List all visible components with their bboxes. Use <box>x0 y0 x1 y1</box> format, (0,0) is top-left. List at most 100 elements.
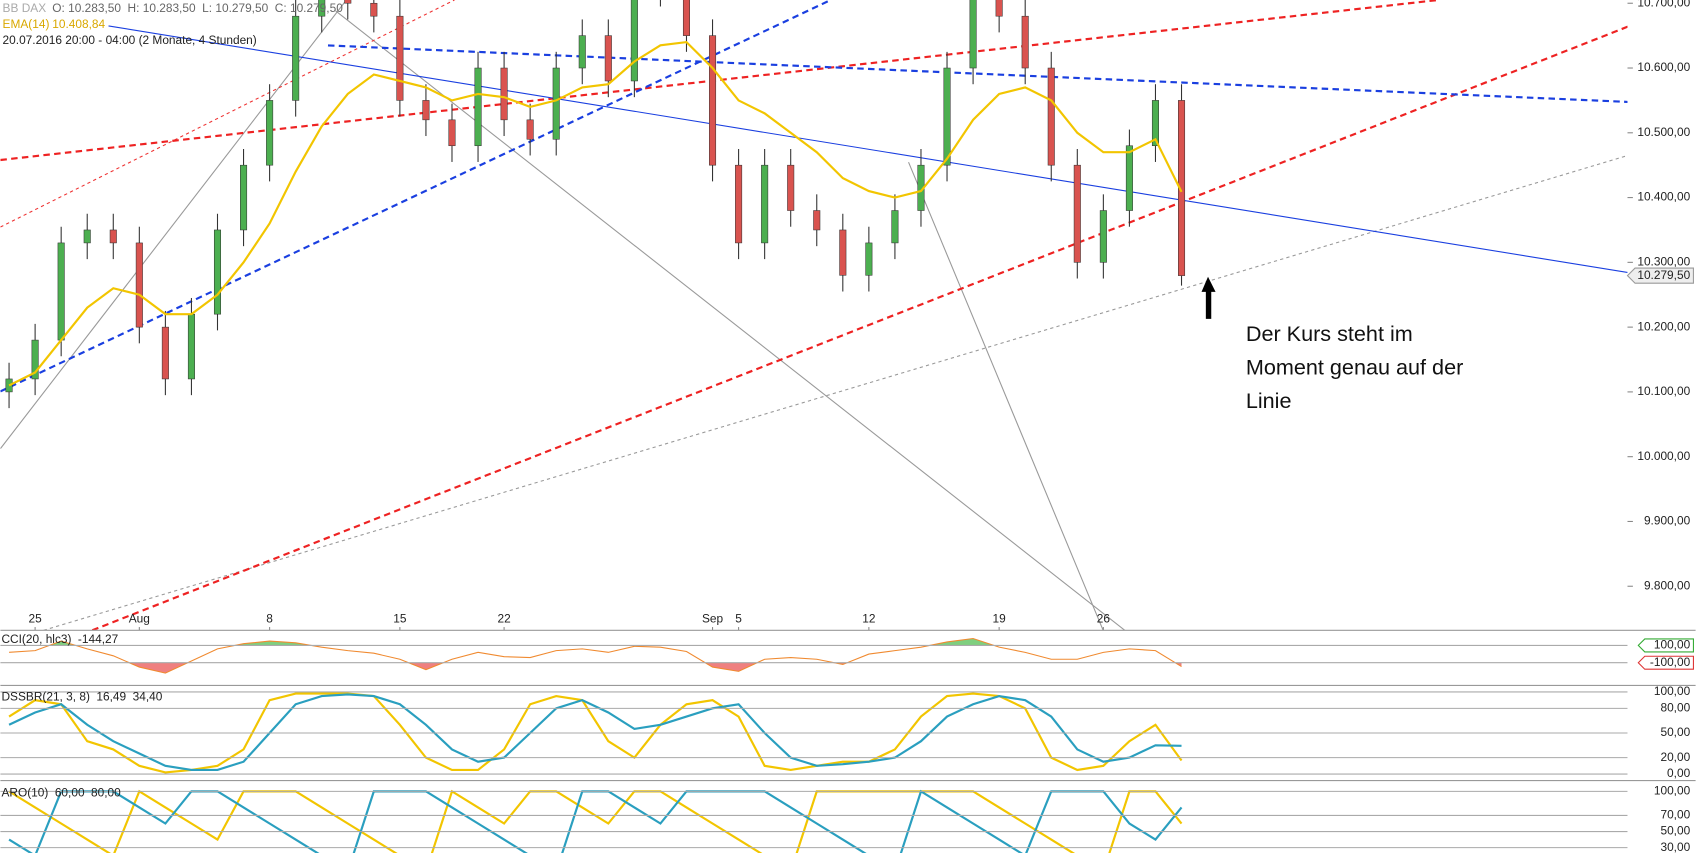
y-tick-label: 50,00 <box>1660 725 1690 739</box>
x-tick-label: 12 <box>862 612 875 626</box>
candle-body <box>1047 67 1055 166</box>
indicator-title: ARO(10) <box>1 786 48 800</box>
candle-body <box>213 229 222 315</box>
x-tick-label: 19 <box>993 612 1007 626</box>
annotation: Der Kurs steht im <box>1246 321 1413 346</box>
x-tick-label: 22 <box>497 612 510 626</box>
candle-body <box>709 35 717 166</box>
price-box <box>1626 267 1694 284</box>
indicator-value: 34,40 <box>133 689 163 703</box>
candle-body <box>318 0 326 17</box>
y-tick-label: 9.900,00 <box>1644 514 1691 528</box>
header-symbol: BB DAX <box>3 1 47 15</box>
trend-line <box>91 25 1628 631</box>
panel <box>8 692 1183 774</box>
candle-body <box>1099 210 1107 263</box>
annotation: Moment genau auf der <box>1246 354 1463 379</box>
y-tick-label: 9.800,00 <box>1644 578 1691 592</box>
y-tick-label: 10.700,00 <box>1637 0 1690 9</box>
header-range: 20.07.2016 20:00 - 04:00 (2 Monate, 4 St… <box>3 33 257 47</box>
y-tick-label: 50,00 <box>1660 824 1690 838</box>
candle-body <box>448 119 456 147</box>
indicator-line <box>8 789 1183 853</box>
y-tick-label: 10.400,00 <box>1637 190 1690 204</box>
candle-body <box>839 229 847 276</box>
y-tick-label: 100,00 <box>1654 638 1691 652</box>
candle-body <box>344 0 352 4</box>
x-tick-label: 26 <box>1097 612 1111 626</box>
y-tick-label: 0,00 <box>1667 766 1691 780</box>
candle-body <box>865 242 873 276</box>
y-tick-label: 10.200,00 <box>1637 319 1690 333</box>
indicator-value: 60,00 <box>55 786 85 800</box>
y-tick-label: 70,00 <box>1660 808 1690 822</box>
candle-body <box>370 2 378 17</box>
candle-body <box>292 15 300 101</box>
candle-body <box>240 164 248 231</box>
candle-body <box>83 229 91 244</box>
y-tick-label: 100,00 <box>1654 684 1691 698</box>
trend-line <box>0 0 832 393</box>
candle-body <box>474 67 482 147</box>
panel <box>9 637 1182 674</box>
candle-body <box>1178 100 1186 276</box>
tick-box <box>1637 655 1694 670</box>
indicator-line <box>8 692 1183 774</box>
y-tick-label: 10.000,00 <box>1637 449 1690 463</box>
trend-line <box>0 0 347 449</box>
trend-line <box>335 10 1126 631</box>
panel <box>8 789 1183 853</box>
candle-body <box>630 0 638 82</box>
trend-line <box>0 0 455 228</box>
trend-line <box>908 161 1104 631</box>
candle-body <box>135 242 143 328</box>
trend-line <box>43 154 1628 631</box>
candle-body <box>943 67 951 166</box>
candle-body <box>500 67 508 121</box>
y-tick-label: 20,00 <box>1660 750 1690 764</box>
indicator-value: 16,49 <box>96 689 126 703</box>
indicator-value: -144,27 <box>78 632 118 646</box>
candle-body <box>891 210 899 244</box>
y-tick-label: 80,00 <box>1660 701 1690 715</box>
y-tick-label: 10.100,00 <box>1637 384 1690 398</box>
candle-body <box>969 0 977 69</box>
candle-body <box>161 326 169 380</box>
trend-line <box>0 0 1439 162</box>
cci-line <box>9 637 1182 674</box>
candle-body <box>604 35 612 82</box>
candle-body <box>1125 145 1133 211</box>
cci-area-low <box>9 662 1182 674</box>
candle-body <box>1021 15 1029 69</box>
candle-body <box>422 100 430 121</box>
candle-body <box>1151 100 1159 147</box>
arrow <box>1201 276 1216 319</box>
annotation: Linie <box>1246 388 1292 413</box>
x-tick-label: Aug <box>129 612 150 626</box>
price-label: 10.279,50 <box>1637 268 1690 282</box>
x-tick-label: 8 <box>266 612 273 626</box>
candle-body <box>1073 164 1081 263</box>
header-ohlc: O: 10.283,50 H: 10.283,50 L: 10.279,50 C… <box>52 1 343 15</box>
candle-body <box>396 15 404 101</box>
x-tick-label: 15 <box>393 612 407 626</box>
candle-body <box>57 242 65 341</box>
y-tick-label: -100,00 <box>1650 655 1691 669</box>
candle-body <box>266 100 274 166</box>
x-tick-label: Sep <box>702 612 724 626</box>
candle-body <box>109 229 117 244</box>
trend-line <box>327 44 1628 103</box>
x-tick-label: 5 <box>735 612 742 626</box>
candle-body <box>735 164 743 244</box>
candle-body <box>578 35 586 69</box>
candle-body <box>787 164 795 211</box>
candle-body <box>552 67 560 140</box>
indicator-title: DSSBR(21, 3, 8) <box>1 689 89 703</box>
ema-line <box>8 40 1183 387</box>
candle-body <box>31 339 39 380</box>
indicator-title: CCI(20, hlc3) <box>1 632 71 646</box>
y-tick-label: 10.300,00 <box>1637 254 1690 268</box>
trend-lines <box>0 0 1628 631</box>
